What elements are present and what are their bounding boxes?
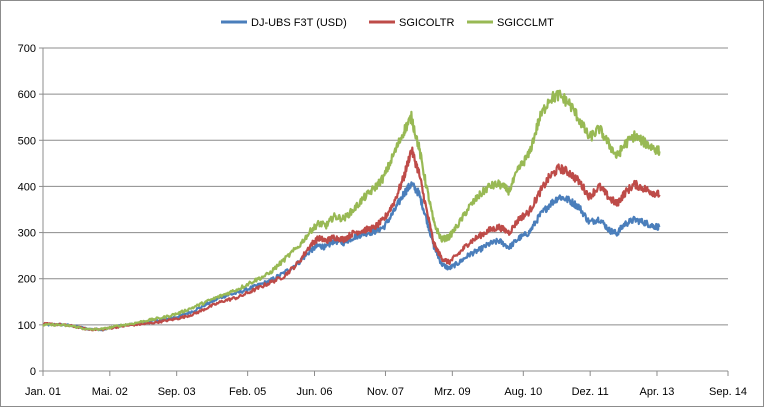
series-line-2 bbox=[42, 89, 661, 331]
x-tick-label: Jan. 01 bbox=[25, 386, 61, 398]
y-tick-label: 100 bbox=[18, 320, 36, 332]
y-tick-label: 700 bbox=[18, 43, 36, 55]
legend-label: DJ-UBS F3T (USD) bbox=[251, 17, 347, 29]
x-tick-label: Apr. 13 bbox=[640, 386, 675, 398]
series-lines bbox=[42, 89, 661, 332]
axes: 0 100 200 300 400 500 600 700 Jan. 01 Mai. 02 Sep.… bbox=[18, 43, 747, 398]
y-tick-label: 400 bbox=[18, 181, 36, 193]
x-tick-label: Mrz. 09 bbox=[434, 386, 471, 398]
series-line-0 bbox=[42, 181, 661, 332]
gridlines bbox=[43, 47, 728, 326]
x-tick-label: Mai. 02 bbox=[92, 386, 128, 398]
x-tick-label: Nov. 07 bbox=[367, 386, 404, 398]
legend-label: SGICOLTR bbox=[399, 17, 454, 29]
y-tick-label: 200 bbox=[18, 274, 36, 286]
y-tick-label: 600 bbox=[18, 89, 36, 101]
x-tick-label: Sep. 03 bbox=[158, 386, 196, 398]
legend: DJ-UBS F3T (USD) SGICOLTR SGICCLMT bbox=[221, 17, 554, 29]
x-tick-label: Aug. 10 bbox=[504, 386, 542, 398]
y-tick-label: 0 bbox=[30, 366, 36, 378]
legend-label: SGICCLMT bbox=[497, 17, 554, 29]
series-line-1 bbox=[42, 146, 661, 332]
x-tick-label: Dez. 11 bbox=[572, 386, 609, 398]
x-tick-label: Sep. 14 bbox=[709, 386, 747, 398]
y-tick-label: 500 bbox=[18, 135, 36, 147]
y-tick-label: 300 bbox=[18, 228, 36, 240]
x-tick-label: Feb. 05 bbox=[229, 386, 266, 398]
x-tick-label: Jun. 06 bbox=[296, 386, 332, 398]
